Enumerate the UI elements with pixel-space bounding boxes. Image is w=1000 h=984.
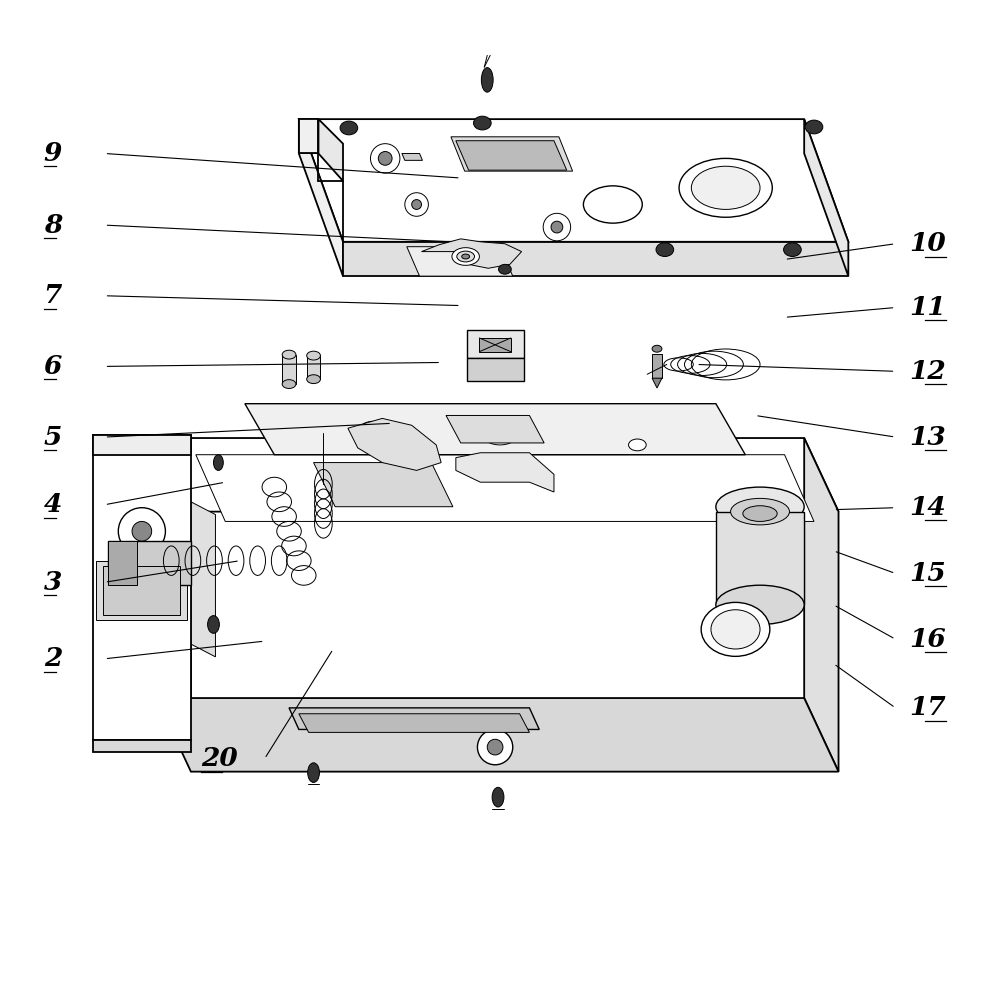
Bar (96, 561, 187, 620)
Circle shape (543, 214, 571, 241)
Text: 13: 13 (910, 424, 946, 450)
Polygon shape (407, 247, 513, 277)
Polygon shape (93, 435, 191, 455)
Polygon shape (191, 502, 215, 657)
Ellipse shape (452, 248, 479, 266)
Polygon shape (343, 242, 848, 277)
Polygon shape (289, 707, 539, 729)
Text: 14: 14 (910, 495, 946, 521)
Ellipse shape (805, 120, 823, 134)
Ellipse shape (691, 166, 760, 210)
Ellipse shape (483, 425, 517, 445)
Ellipse shape (282, 350, 296, 359)
Text: 17: 17 (910, 696, 946, 720)
Ellipse shape (656, 243, 674, 257)
Text: 12: 12 (910, 359, 946, 384)
Polygon shape (157, 698, 839, 771)
Polygon shape (307, 355, 320, 379)
Text: 16: 16 (910, 627, 946, 651)
Text: 7: 7 (44, 283, 62, 308)
Ellipse shape (307, 375, 320, 384)
Polygon shape (467, 357, 524, 381)
Ellipse shape (308, 763, 319, 782)
Circle shape (477, 729, 513, 765)
Polygon shape (299, 119, 848, 242)
Polygon shape (108, 541, 137, 585)
Ellipse shape (731, 498, 789, 524)
Ellipse shape (492, 787, 504, 807)
Text: 10: 10 (910, 231, 946, 256)
Polygon shape (451, 137, 573, 171)
Circle shape (132, 522, 152, 541)
Polygon shape (422, 239, 522, 269)
Text: 8: 8 (44, 213, 62, 237)
Text: 5: 5 (44, 424, 62, 450)
Polygon shape (456, 453, 554, 492)
Polygon shape (479, 338, 511, 351)
Text: 3: 3 (44, 570, 62, 594)
Text: 2: 2 (44, 646, 62, 671)
Polygon shape (108, 541, 191, 585)
Polygon shape (157, 438, 191, 722)
Ellipse shape (213, 455, 223, 470)
Ellipse shape (367, 425, 378, 433)
Ellipse shape (679, 158, 772, 217)
Circle shape (370, 144, 400, 173)
Ellipse shape (701, 602, 770, 656)
Polygon shape (804, 119, 848, 277)
Polygon shape (299, 713, 529, 732)
Polygon shape (93, 740, 191, 752)
Polygon shape (196, 455, 814, 522)
Polygon shape (652, 378, 662, 388)
Text: 11: 11 (910, 295, 946, 320)
Polygon shape (282, 354, 296, 384)
Polygon shape (804, 438, 839, 771)
Ellipse shape (282, 380, 296, 389)
Ellipse shape (360, 421, 385, 437)
Ellipse shape (499, 265, 511, 275)
Circle shape (378, 152, 392, 165)
Polygon shape (93, 435, 191, 740)
Circle shape (551, 221, 563, 233)
Polygon shape (716, 512, 804, 605)
Circle shape (405, 193, 428, 216)
Ellipse shape (629, 439, 646, 451)
Polygon shape (245, 403, 745, 455)
Text: 4: 4 (44, 492, 62, 518)
Polygon shape (467, 330, 524, 357)
Ellipse shape (583, 186, 642, 223)
Polygon shape (299, 119, 343, 277)
Ellipse shape (784, 243, 801, 257)
Polygon shape (314, 462, 453, 507)
Text: 15: 15 (910, 561, 946, 585)
Circle shape (412, 200, 422, 210)
Polygon shape (348, 418, 441, 470)
Ellipse shape (481, 68, 493, 92)
Circle shape (487, 739, 503, 755)
Text: 6: 6 (44, 354, 62, 379)
Ellipse shape (652, 345, 662, 352)
Polygon shape (299, 119, 318, 154)
Ellipse shape (307, 351, 320, 360)
Ellipse shape (716, 585, 804, 625)
Bar (103, 566, 180, 615)
Circle shape (118, 508, 165, 555)
Polygon shape (157, 438, 839, 512)
Polygon shape (446, 415, 544, 443)
Text: 9: 9 (44, 141, 62, 166)
Polygon shape (456, 141, 567, 170)
Ellipse shape (208, 616, 219, 634)
Ellipse shape (711, 610, 760, 649)
Bar (652, 353, 662, 378)
Ellipse shape (457, 251, 474, 262)
Ellipse shape (743, 506, 777, 522)
Ellipse shape (340, 121, 358, 135)
Polygon shape (402, 154, 422, 160)
Ellipse shape (474, 116, 491, 130)
Polygon shape (318, 119, 343, 181)
Ellipse shape (716, 487, 804, 526)
Text: 20: 20 (201, 747, 237, 771)
Ellipse shape (462, 254, 470, 259)
